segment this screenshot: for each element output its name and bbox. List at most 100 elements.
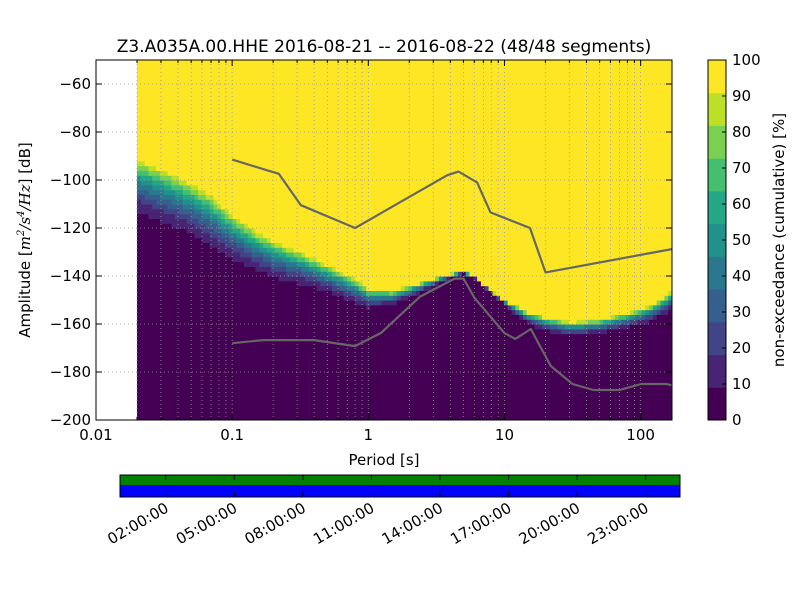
- heatmap-cell: [301, 79, 306, 85]
- heatmap-cell: [320, 415, 325, 420]
- heatmap-cell: [312, 405, 318, 411]
- heatmap-cell: [350, 324, 356, 330]
- heatmap-cell: [339, 280, 344, 287]
- heatmap-cell: [286, 276, 291, 282]
- heatmap-cell: [251, 112, 257, 119]
- heatmap-cell: [136, 367, 142, 373]
- heatmap-cell: [186, 333, 192, 339]
- heatmap-cell: [240, 328, 245, 335]
- heatmap-cell: [198, 256, 203, 263]
- heatmap-cell: [209, 276, 215, 282]
- heatmap-cell: [377, 208, 383, 215]
- heatmap-cell: [354, 300, 360, 306]
- heatmap-cell: [198, 300, 203, 306]
- heatmap-cell: [144, 84, 150, 90]
- heatmap-cell: [331, 98, 337, 104]
- heatmap-cell: [331, 204, 337, 210]
- heatmap-cell: [240, 184, 245, 191]
- heatmap-cell: [278, 252, 283, 258]
- heatmap-cell: [163, 362, 169, 368]
- heatmap-cell: [186, 232, 192, 239]
- heatmap-cell: [163, 218, 169, 224]
- heatmap-cell: [350, 88, 356, 95]
- heatmap-cell: [156, 333, 161, 339]
- heatmap-cell: [308, 386, 314, 392]
- heatmap-cell: [224, 112, 230, 119]
- heatmap-cell: [331, 180, 337, 186]
- heatmap-cell: [175, 194, 180, 200]
- heatmap-cell: [232, 141, 237, 147]
- heatmap-cell: [152, 223, 157, 229]
- heatmap-cell: [308, 396, 314, 402]
- heatmap-cell: [247, 84, 253, 90]
- heatmap-cell: [232, 151, 237, 157]
- heatmap-cell: [324, 367, 329, 373]
- heatmap-cell: [328, 180, 333, 186]
- heatmap-cell: [224, 60, 230, 66]
- heatmap-cell: [312, 391, 318, 397]
- heatmap-cell: [316, 208, 322, 215]
- heatmap-cell: [171, 117, 176, 123]
- heatmap-cell: [159, 290, 165, 296]
- heatmap-cell: [175, 261, 180, 267]
- heatmap-cell: [194, 290, 199, 296]
- heatmap-cell: [270, 252, 276, 258]
- heatmap-cell: [354, 271, 360, 277]
- heatmap-cell: [343, 213, 348, 219]
- heatmap-cell: [152, 132, 157, 138]
- heatmap-cell: [194, 184, 199, 191]
- heatmap-cell: [331, 276, 337, 282]
- heatmap-cell: [350, 415, 356, 420]
- heatmap-cell: [251, 199, 257, 205]
- heatmap-cell: [289, 175, 295, 181]
- heatmap-cell: [251, 156, 257, 162]
- heatmap-cell: [243, 324, 249, 330]
- heatmap-cell: [259, 324, 264, 330]
- heatmap-cell: [358, 184, 364, 191]
- heatmap-cell: [282, 189, 287, 195]
- heatmap-cell: [152, 304, 157, 311]
- heatmap-cell: [224, 266, 230, 272]
- heatmap-cell: [194, 391, 199, 397]
- heatmap-cell: [247, 151, 253, 157]
- heatmap-cell: [385, 160, 390, 167]
- heatmap-cell: [266, 304, 272, 311]
- heatmap-cell: [243, 261, 249, 267]
- heatmap-cell: [358, 367, 364, 373]
- heatmap-cell: [381, 343, 386, 349]
- heatmap-cell: [339, 415, 344, 420]
- heatmap-cell: [331, 295, 337, 301]
- heatmap-cell: [278, 247, 283, 253]
- heatmap-cell: [289, 112, 295, 119]
- heatmap-cell: [278, 232, 283, 239]
- heatmap-cell: [163, 146, 169, 152]
- heatmap-cell: [373, 84, 379, 90]
- heatmap-cell: [209, 117, 215, 123]
- heatmap-cell: [263, 415, 268, 420]
- heatmap-cell: [266, 362, 272, 368]
- heatmap-cell: [266, 319, 272, 325]
- heatmap-cell: [156, 276, 161, 282]
- heatmap-cell: [217, 256, 222, 263]
- heatmap-cell: [335, 180, 341, 186]
- heatmap-cell: [243, 213, 249, 219]
- heatmap-cell: [232, 271, 237, 277]
- heatmap-cell: [347, 127, 352, 133]
- heatmap-cell: [247, 184, 253, 191]
- heatmap-cell: [274, 84, 279, 90]
- heatmap-cell: [343, 372, 348, 378]
- heatmap-cell: [301, 285, 306, 291]
- heatmap-cell: [389, 343, 394, 349]
- heatmap-cell: [286, 127, 291, 133]
- heatmap-cell: [167, 314, 172, 320]
- heatmap-cell: [167, 74, 172, 80]
- heatmap-cell: [282, 175, 287, 181]
- heatmap-cell: [289, 415, 295, 420]
- heatmap-cell: [194, 170, 199, 176]
- heatmap-cell: [236, 60, 241, 66]
- heatmap-cell: [232, 112, 237, 119]
- heatmap-cell: [343, 352, 348, 359]
- heatmap-cell: [335, 324, 341, 330]
- heatmap-cell: [236, 141, 241, 147]
- heatmap-cell: [370, 103, 375, 109]
